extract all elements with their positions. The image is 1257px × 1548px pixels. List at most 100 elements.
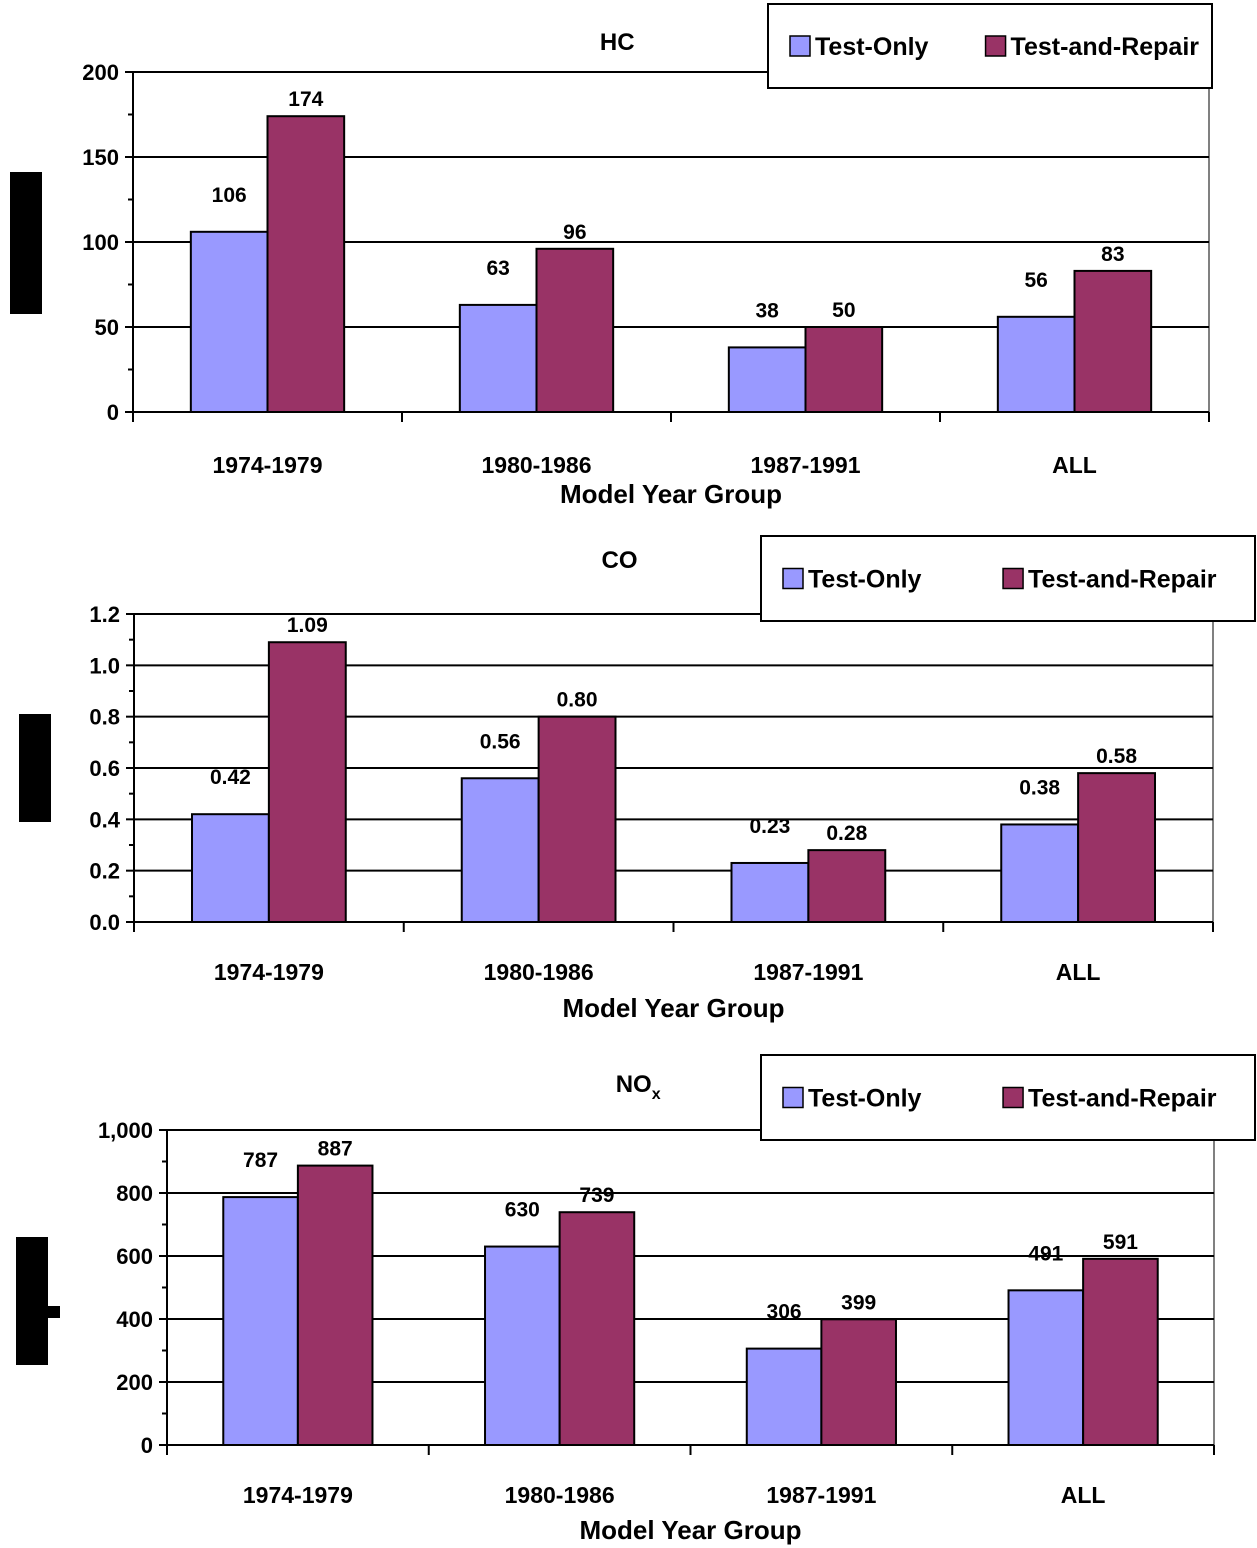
bar-test-and-repair bbox=[804, 326, 884, 413]
bar-test-and-repair bbox=[820, 1318, 897, 1446]
legend-swatch-test-and-repair bbox=[1002, 1086, 1024, 1109]
bar-test-only bbox=[996, 315, 1076, 413]
data-label: 887 bbox=[318, 1138, 353, 1161]
data-label: 399 bbox=[841, 1291, 876, 1314]
legend: Test-Only Test-and-Repair bbox=[760, 535, 1256, 622]
x-tick-label: 1980-1986 bbox=[484, 959, 594, 985]
y-tick-label: 1,000 bbox=[98, 1118, 153, 1143]
data-label: 739 bbox=[579, 1184, 614, 1207]
data-label: 591 bbox=[1103, 1231, 1138, 1254]
bar-test-and-repair bbox=[537, 715, 617, 924]
bar-test-only bbox=[727, 346, 807, 413]
x-tick-label: ALL bbox=[1061, 1482, 1106, 1508]
bar-test-only bbox=[189, 230, 269, 413]
y-tick-label: 0 bbox=[141, 1433, 153, 1458]
chart-panel-0: 0 50 100 150 200 106 174 1974-1979 63 96 1980-1986… bbox=[82, 3, 1213, 509]
data-label: 50 bbox=[832, 299, 855, 322]
y-tick-label: 200 bbox=[116, 1370, 153, 1395]
data-label: 38 bbox=[755, 299, 779, 322]
y-tick-label: 0 bbox=[107, 400, 119, 425]
data-label: 306 bbox=[767, 1301, 802, 1324]
legend-swatch-test-and-repair bbox=[1002, 567, 1024, 590]
bar-test-and-repair bbox=[807, 849, 887, 924]
bar-test-and-repair bbox=[1082, 1257, 1159, 1446]
x-axis-label: Model Year Group bbox=[560, 479, 782, 509]
x-tick-label: 1974-1979 bbox=[214, 959, 324, 985]
y-tick-label: 100 bbox=[82, 230, 119, 255]
data-label: 0.23 bbox=[749, 815, 790, 838]
bar-test-and-repair bbox=[535, 247, 615, 413]
bar-test-only bbox=[460, 777, 540, 923]
chart-title: CO bbox=[602, 547, 638, 574]
data-label: 0.80 bbox=[557, 689, 598, 712]
data-label: 106 bbox=[212, 184, 247, 207]
bar-test-only bbox=[484, 1245, 561, 1447]
bar-test-only bbox=[1007, 1289, 1085, 1446]
data-label: 0.28 bbox=[826, 822, 867, 845]
x-axis-label: Model Year Group bbox=[562, 993, 784, 1023]
data-label: 83 bbox=[1101, 243, 1124, 266]
x-tick-label: 1974-1979 bbox=[213, 452, 323, 478]
chart-title-subscript: x bbox=[652, 1086, 661, 1103]
y-tick-label: 0.0 bbox=[89, 910, 120, 935]
x-tick-label: 1980-1986 bbox=[505, 1482, 615, 1508]
x-axis-label: Model Year Group bbox=[579, 1515, 801, 1545]
redacted-ylabel-hc bbox=[10, 172, 42, 314]
legend-swatch-test-and-repair bbox=[984, 35, 1007, 57]
x-tick-label: ALL bbox=[1052, 452, 1097, 478]
bar-test-and-repair bbox=[267, 641, 347, 923]
bar-test-only bbox=[745, 1347, 823, 1446]
y-tick-label: 400 bbox=[116, 1307, 153, 1332]
bar-test-only bbox=[190, 813, 270, 924]
y-tick-label: 0.2 bbox=[89, 859, 120, 884]
bar-test-and-repair bbox=[1073, 269, 1153, 413]
x-tick-label: 1980-1986 bbox=[482, 452, 592, 478]
data-label: 1.09 bbox=[287, 614, 328, 637]
legend: Test-Only Test-and-Repair bbox=[760, 1054, 1256, 1141]
data-label: 787 bbox=[243, 1149, 278, 1172]
legend-swatch-test-only bbox=[782, 567, 804, 590]
bar-test-only bbox=[730, 861, 810, 924]
redacted-ylabel-co bbox=[19, 714, 51, 822]
data-label: 56 bbox=[1024, 269, 1047, 292]
bar-test-only bbox=[458, 303, 538, 413]
data-label: 0.56 bbox=[480, 730, 521, 753]
y-tick-label: 0.4 bbox=[89, 807, 120, 832]
x-tick-label: 1987-1991 bbox=[751, 452, 861, 478]
x-tick-label: 1974-1979 bbox=[243, 1482, 353, 1508]
data-label: 0.38 bbox=[1019, 776, 1060, 799]
bar-test-only bbox=[1000, 823, 1080, 924]
y-tick-label: 0.8 bbox=[89, 705, 120, 730]
y-tick-label: 200 bbox=[82, 60, 119, 85]
legend-label: Test-Only bbox=[808, 566, 922, 594]
x-tick-label: ALL bbox=[1056, 959, 1101, 985]
y-tick-label: 0.6 bbox=[89, 756, 120, 781]
bar-test-and-repair bbox=[296, 1164, 374, 1446]
bar-test-and-repair bbox=[266, 115, 346, 413]
legend: Test-Only Test-and-Repair bbox=[767, 3, 1213, 89]
y-tick-label: 150 bbox=[82, 145, 119, 170]
legend-label: Test-Only bbox=[808, 1085, 922, 1113]
bar-test-and-repair bbox=[558, 1211, 636, 1446]
legend-swatch-test-only bbox=[789, 35, 811, 57]
data-label: 491 bbox=[1028, 1242, 1063, 1265]
legend-label: Test-and-Repair bbox=[1028, 566, 1217, 594]
y-tick-label: 600 bbox=[116, 1244, 153, 1269]
data-label: 96 bbox=[563, 221, 586, 244]
bar-test-and-repair bbox=[1077, 772, 1157, 924]
x-tick-label: 1987-1991 bbox=[753, 959, 863, 985]
data-label: 0.58 bbox=[1096, 745, 1137, 768]
data-label: 0.42 bbox=[210, 766, 251, 789]
legend-label: Test-and-Repair bbox=[1028, 1085, 1217, 1113]
chart-panel-2: 0 200 400 600 800 1,000 787 887 1974-1979 630 739 1… bbox=[98, 1054, 1256, 1545]
chart-panel-1: 0.0 0.2 0.4 0.6 0.8 1.0 1.2 0.42 1.09 1974-1979 0.… bbox=[89, 535, 1256, 1023]
y-tick-label: 1.2 bbox=[89, 602, 120, 627]
y-tick-label: 50 bbox=[95, 315, 119, 340]
chart-title: HC bbox=[600, 29, 635, 56]
legend-label: Test-and-Repair bbox=[1011, 33, 1200, 61]
legend-swatch-test-only bbox=[782, 1086, 804, 1109]
legend-label: Test-Only bbox=[815, 33, 929, 61]
y-tick-label: 800 bbox=[116, 1181, 153, 1206]
redacted-ylabel-nox bbox=[16, 1237, 48, 1365]
